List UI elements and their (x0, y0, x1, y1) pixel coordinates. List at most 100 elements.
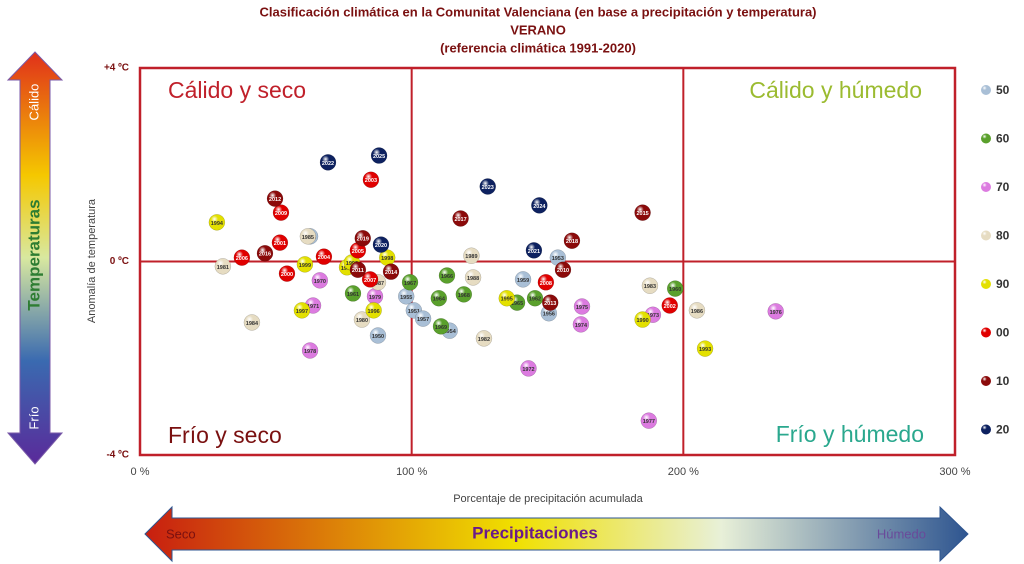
point (541, 294, 559, 311)
point-label: 1961 (347, 292, 359, 298)
point (430, 290, 448, 307)
legend-label: 60 (996, 132, 1010, 146)
point-label: 1973 (647, 313, 659, 319)
point-label: 1968 (458, 293, 470, 299)
point-label: 2005 (352, 249, 364, 255)
point (311, 272, 329, 289)
quadrant-label: Frío y húmedo (776, 421, 924, 447)
arrow-bottom: Frío (26, 406, 41, 429)
x-tick-label: 100 % (396, 466, 427, 478)
point (463, 247, 480, 264)
point-label: 1959 (517, 278, 529, 284)
point (272, 204, 290, 221)
title: Clasificación climática en la Comunitat … (259, 4, 816, 19)
legend-marker (981, 133, 991, 144)
point (525, 242, 543, 259)
point-label: 2006 (236, 256, 248, 262)
point (531, 197, 548, 214)
point-label: 1965 (511, 301, 523, 307)
precipitation-arrow (144, 505, 969, 563)
point (520, 360, 537, 377)
point-label: 1962 (529, 297, 541, 303)
point (344, 285, 362, 302)
subtitle: VERANO (510, 22, 566, 37)
point-label: 2013 (544, 301, 556, 307)
arrow-label: Precipitaciones (472, 523, 598, 542)
point-label: 2022 (322, 161, 334, 167)
point-label: 1974 (575, 323, 588, 329)
point (537, 274, 555, 291)
point-label: 1960 (669, 287, 681, 293)
point (353, 311, 371, 328)
point (554, 261, 572, 278)
point (278, 265, 296, 282)
point (438, 267, 456, 284)
point-label: 1998 (381, 256, 393, 262)
point-label: 1969 (435, 325, 447, 331)
arrow-label: Temperaturas (24, 199, 43, 310)
point-label: 2011 (352, 268, 364, 274)
point (464, 269, 482, 286)
point (365, 302, 382, 319)
point-label: 2009 (275, 211, 287, 217)
point-label: 1951 (408, 309, 420, 315)
x-axis-label: Porcentaje de precipitación acumulada (453, 493, 643, 505)
point-label: 1982 (478, 337, 490, 343)
legend-marker (981, 424, 991, 435)
point (641, 277, 659, 294)
point (382, 263, 400, 280)
point (271, 234, 289, 251)
point-label: 1986 (691, 309, 703, 315)
point (256, 245, 274, 262)
point-label: 1953 (552, 256, 564, 262)
point-label: 1972 (522, 367, 534, 373)
point-label: 1989 (465, 254, 477, 260)
point (526, 290, 544, 307)
quadrant-label: Frío y seco (168, 422, 282, 448)
point-label: 2017 (454, 217, 466, 223)
point (243, 314, 261, 331)
point-label: 2004 (318, 255, 331, 261)
point (514, 271, 532, 288)
point-label: 1995 (501, 297, 513, 303)
point (634, 311, 651, 328)
x-tick-label: 0 % (131, 466, 150, 478)
point (362, 171, 380, 188)
point-label: 2002 (664, 304, 676, 310)
point (349, 261, 367, 278)
point (354, 230, 372, 247)
point-label: 2021 (528, 249, 540, 255)
point-label: 1981 (217, 265, 229, 271)
y-tick-label: -4 ºC (106, 450, 129, 461)
legend-marker (981, 376, 991, 386)
point (666, 280, 684, 297)
point-label: 1980 (356, 318, 368, 324)
point-label: 2023 (482, 185, 494, 191)
point-label: 1996 (368, 309, 380, 315)
point-label: 2008 (540, 281, 552, 287)
point-label: 2020 (375, 243, 387, 249)
point-label: 1970 (314, 279, 326, 285)
point (369, 327, 387, 344)
legend-label: 90 (996, 277, 1010, 291)
temperature-arrow (6, 51, 64, 465)
point (296, 256, 314, 273)
point-label: 1993 (699, 347, 711, 353)
point-label: 1988 (467, 276, 479, 282)
point-label: 1976 (770, 310, 782, 316)
point-label: 1994 (211, 221, 224, 227)
point-label: 2025 (373, 154, 385, 160)
point-label: 1977 (643, 419, 655, 425)
x-tick-label: 200 % (668, 466, 699, 478)
y-axis-label: Anomalía de temperatura (86, 198, 98, 323)
note: (referencia climática 1991-2020) (440, 40, 636, 55)
arrow-right: Húmedo (877, 526, 926, 541)
point-label: 1984 (246, 321, 259, 327)
point-label: 1955 (400, 295, 412, 301)
point-label: 2016 (259, 252, 271, 258)
point (301, 342, 319, 359)
point-label: 1957 (417, 317, 429, 323)
point-label: 1997 (296, 309, 308, 315)
point-label: 1992 (346, 261, 358, 267)
point (455, 286, 473, 303)
